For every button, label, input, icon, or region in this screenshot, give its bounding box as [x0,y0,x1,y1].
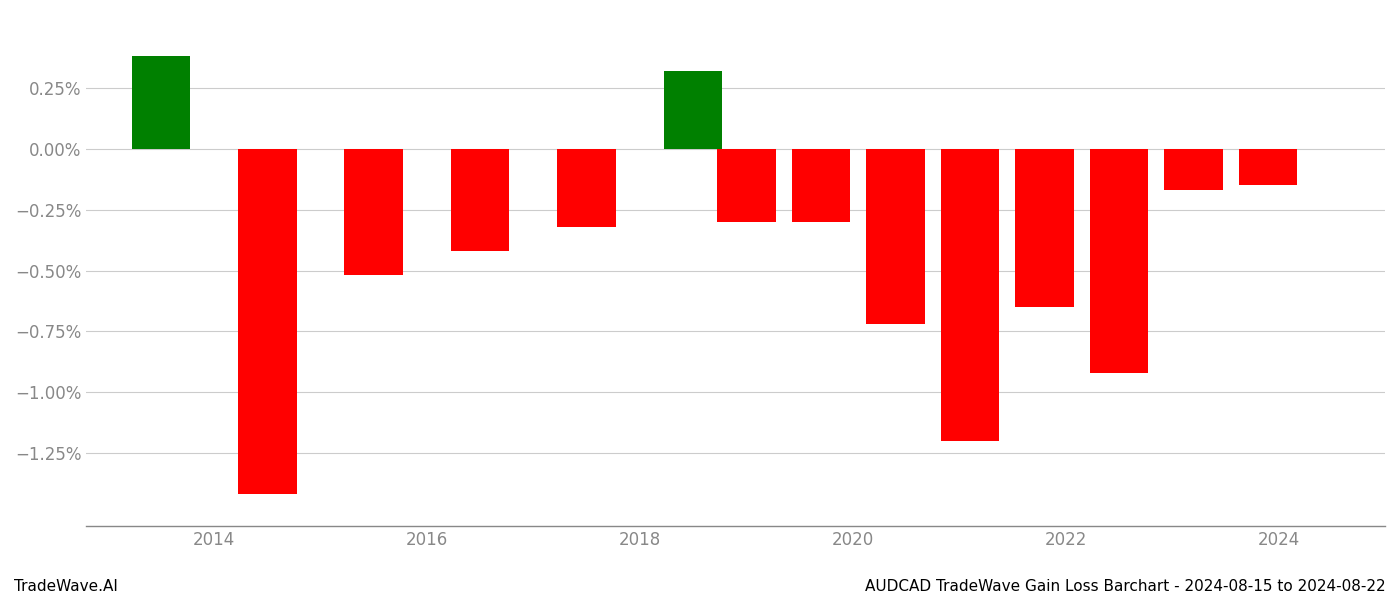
Bar [344,149,403,275]
Bar [557,149,616,227]
Bar [664,71,722,149]
Bar [132,56,190,149]
Text: TradeWave.AI: TradeWave.AI [14,579,118,594]
Bar [1239,149,1298,185]
Bar [1089,149,1148,373]
Bar [941,149,1000,441]
Bar [867,149,924,324]
Bar [1015,149,1074,307]
Bar [451,149,510,251]
Bar [238,149,297,494]
Text: AUDCAD TradeWave Gain Loss Barchart - 2024-08-15 to 2024-08-22: AUDCAD TradeWave Gain Loss Barchart - 20… [865,579,1386,594]
Bar [717,149,776,222]
Bar [1165,149,1222,190]
Bar [791,149,850,222]
